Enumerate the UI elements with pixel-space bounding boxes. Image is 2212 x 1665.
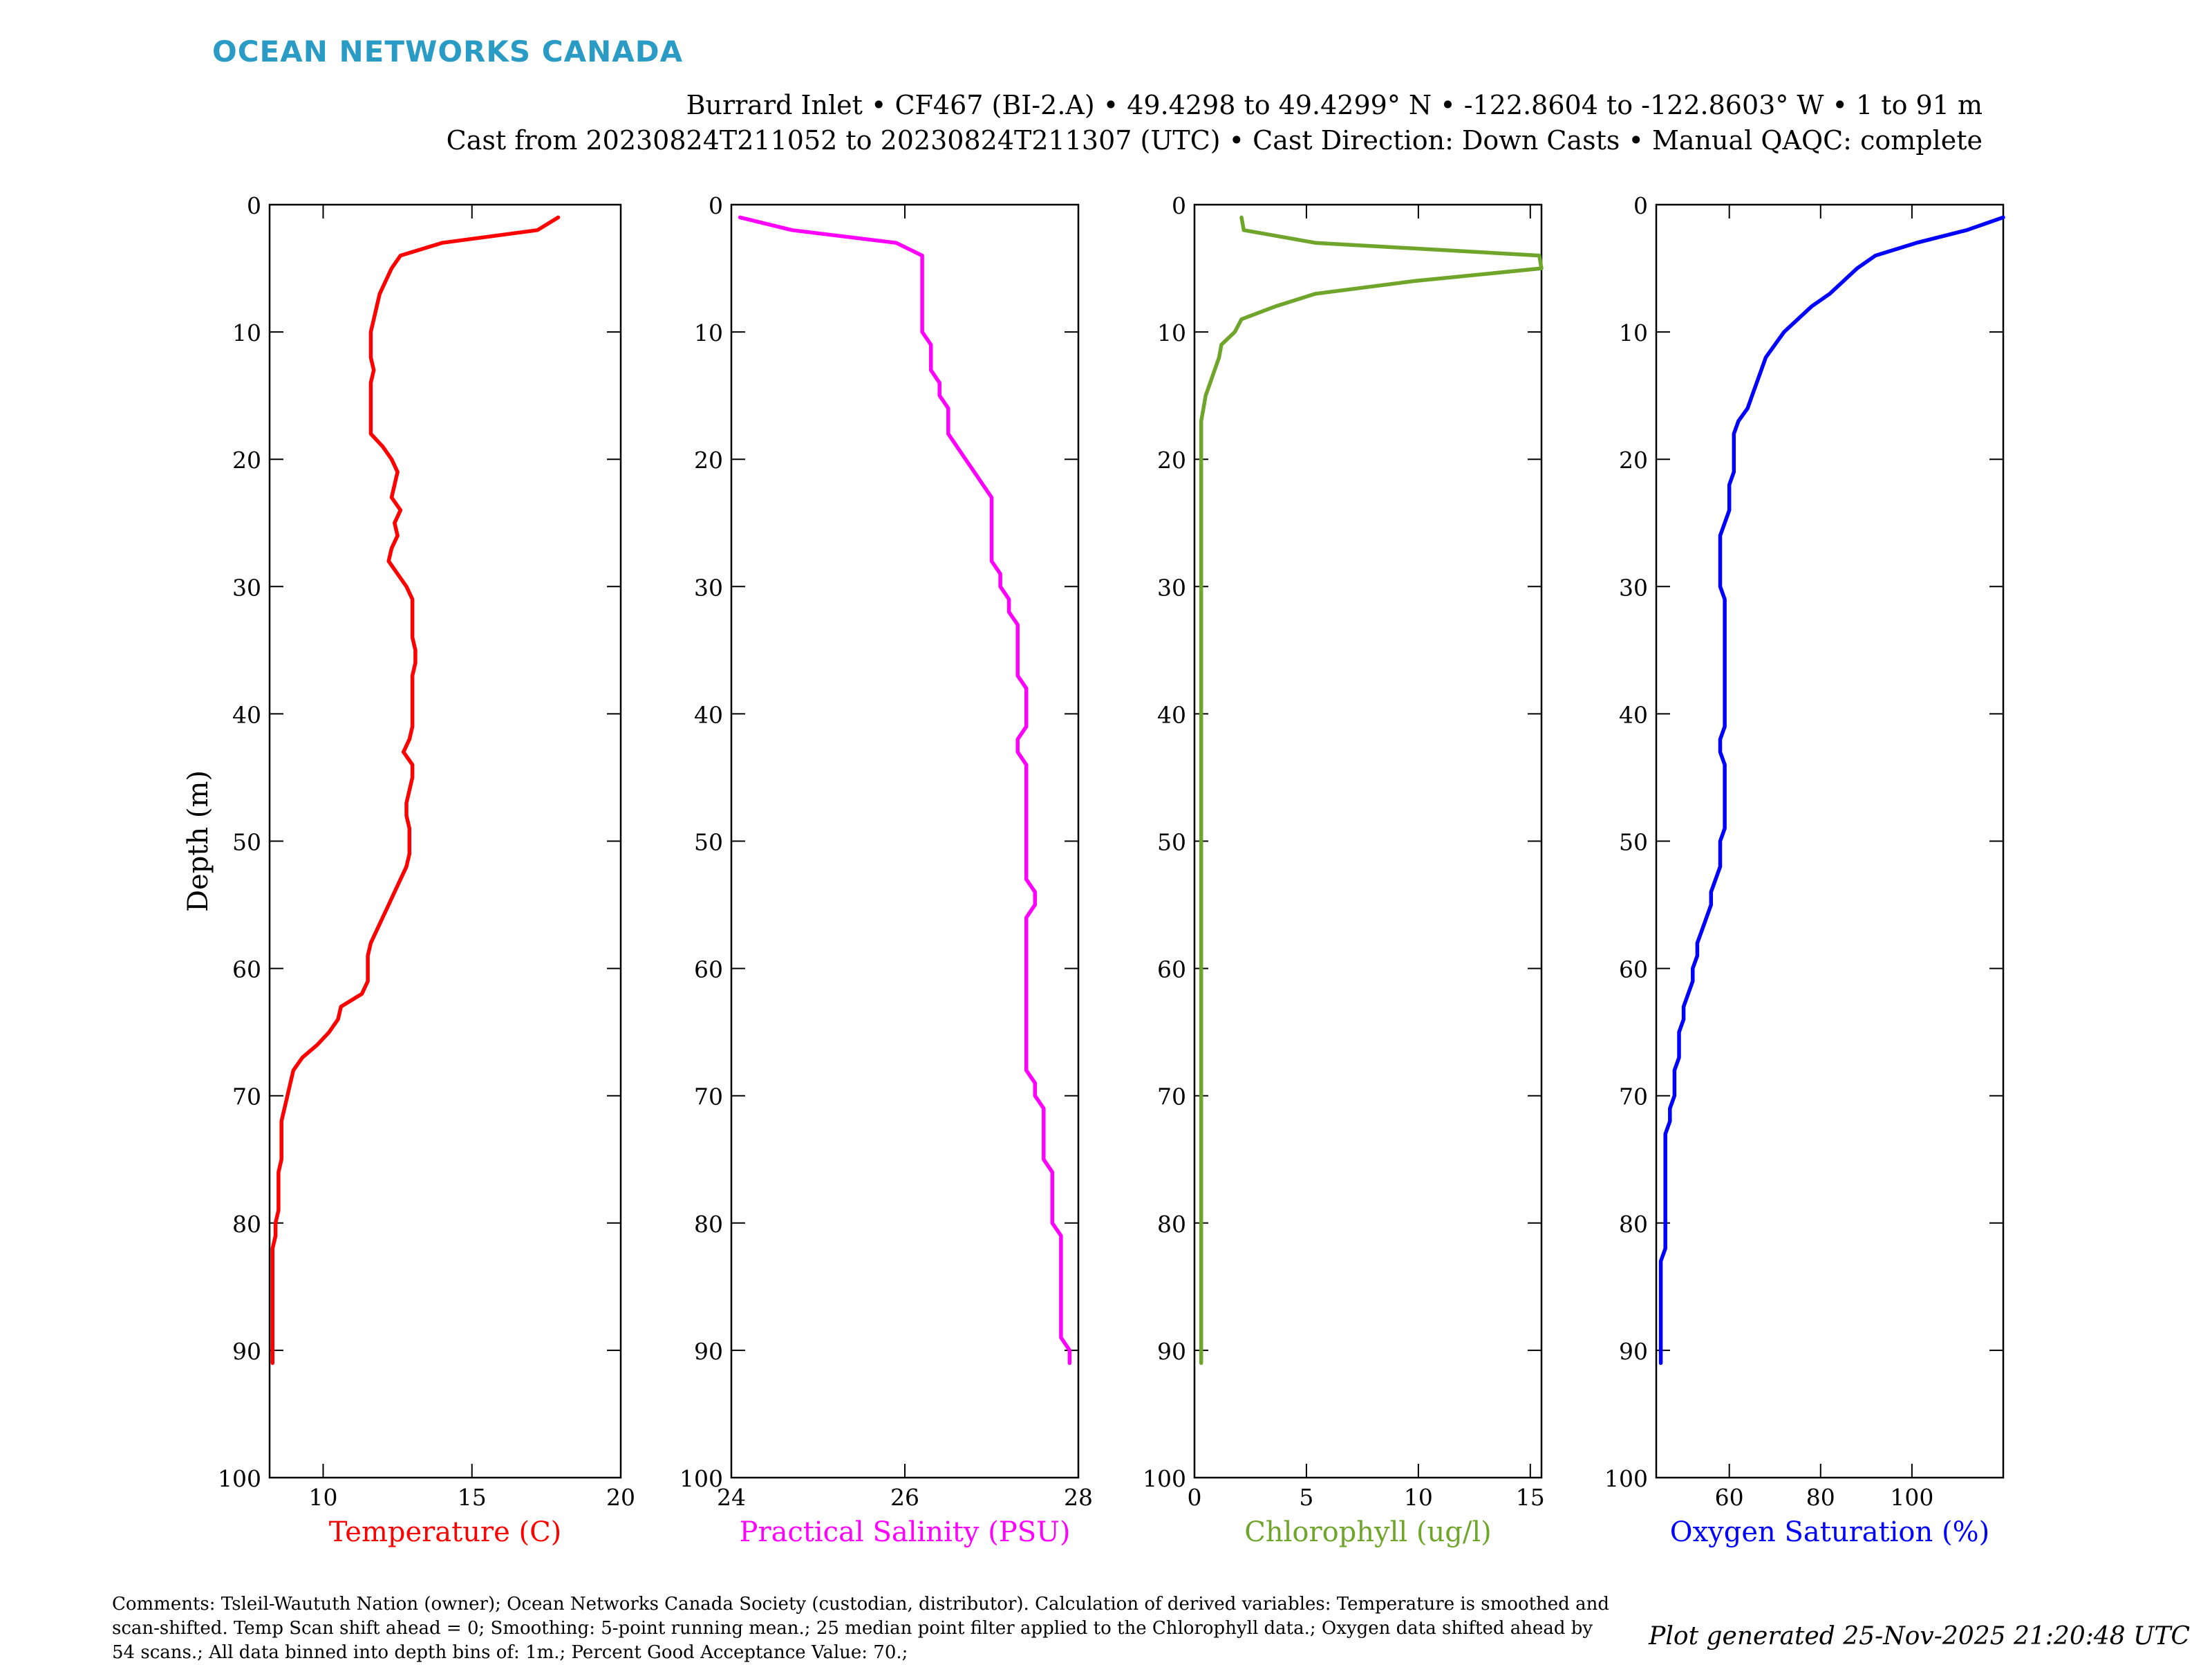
panel-1-ylabel: Depth (m) xyxy=(182,770,214,912)
panel-1-ytick-label: 30 xyxy=(232,574,261,601)
panel-3-ytick-label: 30 xyxy=(1157,574,1186,601)
panel-3-ytick-label: 10 xyxy=(1157,319,1186,346)
panel-4-axes-box xyxy=(1655,203,2005,1479)
chart-title-line2: Cast from 20230824T211052 to 20230824T21… xyxy=(446,125,1983,156)
panel-1-ytick-label: 40 xyxy=(232,701,261,728)
comments-text: Comments: Tsleil-Waututh Nation (owner);… xyxy=(112,1594,1609,1663)
panel-2-ytick-label: 90 xyxy=(694,1338,723,1365)
panel-3-xlabel: Chlorophyll (ug/l) xyxy=(1244,1516,1492,1548)
brand-logo-text: OCEAN NETWORKS CANADA xyxy=(212,35,684,68)
panel-4-xtick-label: 80 xyxy=(1806,1484,1835,1511)
panel-2-ytick-label: 100 xyxy=(679,1465,723,1492)
panel-1-ytick-label: 80 xyxy=(232,1211,261,1238)
panel-2-ytick-label: 70 xyxy=(694,1083,723,1110)
panel-3-xtick-label: 10 xyxy=(1404,1484,1433,1511)
panel-4-ytick-label: 100 xyxy=(1604,1465,1648,1492)
panel-2-xtick-label: 28 xyxy=(1064,1484,1093,1511)
panel-4-ytick-label: 0 xyxy=(1633,192,1648,219)
panel-3-ytick-label: 20 xyxy=(1157,447,1186,474)
panel-4-xtick-label: 60 xyxy=(1715,1484,1744,1511)
panel-2-xtick-label: 26 xyxy=(890,1484,919,1511)
panel-3-ytick-label: 60 xyxy=(1157,956,1186,983)
panel-4-ytick-label: 80 xyxy=(1619,1211,1648,1238)
panel-2-ytick-label: 0 xyxy=(709,192,723,219)
panel-1-xtick-label: 15 xyxy=(458,1484,487,1511)
panel-1-ytick-label: 60 xyxy=(232,956,261,983)
panel-4-ytick-label: 10 xyxy=(1619,319,1648,346)
panel-1-ytick-label: 0 xyxy=(247,192,261,219)
panel-3-ytick-label: 0 xyxy=(1172,192,1186,219)
panel-2-xlabel: Practical Salinity (PSU) xyxy=(740,1516,1071,1548)
panel-1-axes-box xyxy=(268,203,622,1479)
panel-2-ytick-label: 60 xyxy=(694,956,723,983)
panel-1-xlabel: Temperature (C) xyxy=(329,1516,562,1548)
panel-4-ytick-label: 90 xyxy=(1619,1338,1648,1365)
panel-4-xtick-label: 100 xyxy=(1890,1484,1933,1511)
panel-4-ytick-label: 60 xyxy=(1619,956,1648,983)
panel-2-ytick-label: 30 xyxy=(694,574,723,601)
panel-2-ytick-label: 10 xyxy=(694,319,723,346)
panel-4-series-line xyxy=(1658,215,2005,1366)
panel-1-ytick-label: 70 xyxy=(232,1083,261,1110)
panel-3-xtick-label: 5 xyxy=(1299,1484,1313,1511)
panel-4-ytick-label: 50 xyxy=(1619,829,1648,856)
panel-3-ytick-label: 100 xyxy=(1143,1465,1186,1492)
panel-3-ytick-label: 70 xyxy=(1157,1083,1186,1110)
panel-3-xtick-label: 15 xyxy=(1516,1484,1545,1511)
panel-3-series-line xyxy=(1199,215,1544,1366)
panel-2-ytick-label: 40 xyxy=(694,701,723,728)
panel-1-ytick-label: 20 xyxy=(232,447,261,474)
panel-4-ytick-label: 70 xyxy=(1619,1083,1648,1110)
panel-2-ytick-label: 80 xyxy=(694,1211,723,1238)
panel-4-ytick-label: 40 xyxy=(1619,701,1648,728)
panel-1-series-line xyxy=(270,215,561,1366)
panel-1-ytick-label: 90 xyxy=(232,1338,261,1365)
panel-3-ytick-label: 90 xyxy=(1157,1338,1186,1365)
panel-3-xtick-label: 0 xyxy=(1188,1484,1202,1511)
panel-4-xlabel: Oxygen Saturation (%) xyxy=(1670,1516,1989,1548)
panel-2-xtick-label: 24 xyxy=(717,1484,746,1511)
chart-title-line1: Burrard Inlet • CF467 (BI-2.A) • 49.4298… xyxy=(686,90,1983,120)
panel-1-ytick-label: 10 xyxy=(232,319,261,346)
panel-3-ytick-label: 40 xyxy=(1157,701,1186,728)
panel-1-xtick-label: 10 xyxy=(308,1484,337,1511)
panel-4-ytick-label: 20 xyxy=(1619,447,1648,474)
panel-2-ytick-label: 20 xyxy=(694,447,723,474)
panel-3-ytick-label: 50 xyxy=(1157,829,1186,856)
panel-1-ytick-label: 100 xyxy=(218,1465,261,1492)
plot-generated-timestamp: Plot generated 25-Nov-2025 21:20:48 UTC xyxy=(1649,1622,2190,1650)
panel-4-ytick-label: 30 xyxy=(1619,574,1648,601)
panel-3-ytick-label: 80 xyxy=(1157,1211,1186,1238)
panel-2-ytick-label: 50 xyxy=(694,829,723,856)
panel-3-axes-box xyxy=(1193,203,1543,1479)
panel-1-xtick-label: 20 xyxy=(606,1484,635,1511)
panel-2-series-line xyxy=(738,215,1072,1366)
panel-1-ytick-label: 50 xyxy=(232,829,261,856)
